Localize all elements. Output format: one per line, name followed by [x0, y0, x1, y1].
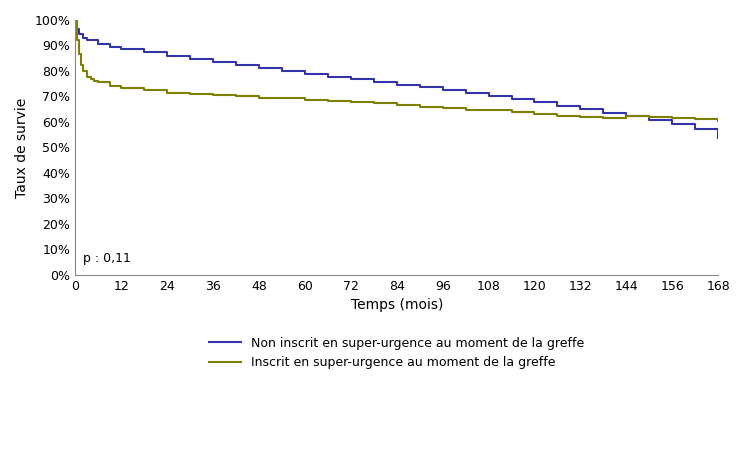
Line: Inscrit en super-urgence au moment de la greffe: Inscrit en super-urgence au moment de la…: [75, 20, 718, 121]
Non inscrit en super-urgence au moment de la greffe: [117, 46, 126, 51]
Inscrit en super-urgence au moment de la greffe: [553, 113, 562, 118]
Non inscrit en super-urgence au moment de la greffe: [415, 84, 424, 90]
Inscrit en super-urgence au moment de la greffe: [714, 118, 723, 123]
Inscrit en super-urgence au moment de la greffe: [622, 114, 631, 119]
Non inscrit en super-urgence au moment de la greffe: [140, 49, 149, 55]
Inscrit en super-urgence au moment de la greffe: [484, 108, 493, 113]
Non inscrit en super-urgence au moment de la greffe: [209, 59, 218, 65]
X-axis label: Temps (mois): Temps (mois): [350, 298, 443, 312]
Non inscrit en super-urgence au moment de la greffe: [668, 121, 676, 127]
Inscrit en super-urgence au moment de la greffe: [255, 95, 264, 101]
Non inscrit en super-urgence au moment de la greffe: [392, 82, 401, 88]
Inscrit en super-urgence au moment de la greffe: [599, 116, 608, 121]
Text: p : 0,11: p : 0,11: [83, 252, 131, 265]
Y-axis label: Taux de survie: Taux de survie: [15, 97, 29, 198]
Non inscrit en super-urgence au moment de la greffe: [232, 62, 241, 68]
Inscrit en super-urgence au moment de la greffe: [392, 102, 401, 107]
Non inscrit en super-urgence au moment de la greffe: [644, 117, 653, 123]
Non inscrit en super-urgence au moment de la greffe: [691, 126, 700, 132]
Inscrit en super-urgence au moment de la greffe: [668, 116, 676, 121]
Inscrit en super-urgence au moment de la greffe: [415, 104, 424, 110]
Inscrit en super-urgence au moment de la greffe: [78, 68, 87, 74]
Non inscrit en super-urgence au moment de la greffe: [507, 96, 516, 102]
Inscrit en super-urgence au moment de la greffe: [140, 88, 149, 93]
Non inscrit en super-urgence au moment de la greffe: [71, 17, 80, 23]
Non inscrit en super-urgence au moment de la greffe: [82, 38, 91, 43]
Inscrit en super-urgence au moment de la greffe: [507, 110, 516, 115]
Inscrit en super-urgence au moment de la greffe: [186, 91, 194, 96]
Inscrit en super-urgence au moment de la greffe: [530, 111, 539, 117]
Line: Non inscrit en super-urgence au moment de la greffe: Non inscrit en super-urgence au moment d…: [75, 20, 718, 138]
Inscrit en super-urgence au moment de la greffe: [73, 38, 82, 43]
Non inscrit en super-urgence au moment de la greffe: [94, 41, 103, 47]
Non inscrit en super-urgence au moment de la greffe: [530, 99, 539, 105]
Inscrit en super-urgence au moment de la greffe: [86, 76, 95, 82]
Inscrit en super-urgence au moment de la greffe: [300, 97, 309, 103]
Inscrit en super-urgence au moment de la greffe: [644, 115, 653, 120]
Non inscrit en super-urgence au moment de la greffe: [714, 136, 723, 141]
Non inscrit en super-urgence au moment de la greffe: [105, 44, 114, 49]
Legend: Non inscrit en super-urgence au moment de la greffe, Inscrit en super-urgence au: Non inscrit en super-urgence au moment d…: [204, 332, 589, 374]
Non inscrit en super-urgence au moment de la greffe: [186, 56, 194, 62]
Non inscrit en super-urgence au moment de la greffe: [73, 26, 82, 32]
Inscrit en super-urgence au moment de la greffe: [277, 96, 286, 101]
Non inscrit en super-urgence au moment de la greffe: [461, 90, 470, 96]
Inscrit en super-urgence au moment de la greffe: [323, 98, 332, 103]
Non inscrit en super-urgence au moment de la greffe: [346, 76, 355, 82]
Inscrit en super-urgence au moment de la greffe: [370, 101, 378, 106]
Inscrit en super-urgence au moment de la greffe: [90, 78, 99, 83]
Inscrit en super-urgence au moment de la greffe: [209, 92, 218, 98]
Non inscrit en super-urgence au moment de la greffe: [78, 35, 87, 41]
Non inscrit en super-urgence au moment de la greffe: [162, 53, 171, 58]
Inscrit en super-urgence au moment de la greffe: [576, 115, 585, 120]
Inscrit en super-urgence au moment de la greffe: [105, 83, 114, 89]
Inscrit en super-urgence au moment de la greffe: [117, 85, 126, 91]
Inscrit en super-urgence au moment de la greffe: [74, 52, 83, 57]
Non inscrit en super-urgence au moment de la greffe: [74, 31, 83, 37]
Inscrit en super-urgence au moment de la greffe: [461, 107, 470, 112]
Non inscrit en super-urgence au moment de la greffe: [484, 93, 493, 99]
Non inscrit en super-urgence au moment de la greffe: [255, 65, 264, 71]
Non inscrit en super-urgence au moment de la greffe: [300, 71, 309, 76]
Inscrit en super-urgence au moment de la greffe: [94, 79, 103, 85]
Inscrit en super-urgence au moment de la greffe: [691, 116, 700, 122]
Non inscrit en super-urgence au moment de la greffe: [622, 114, 631, 119]
Non inscrit en super-urgence au moment de la greffe: [553, 103, 562, 109]
Inscrit en super-urgence au moment de la greffe: [71, 17, 80, 23]
Inscrit en super-urgence au moment de la greffe: [77, 62, 86, 68]
Non inscrit en super-urgence au moment de la greffe: [599, 110, 608, 116]
Non inscrit en super-urgence au moment de la greffe: [438, 88, 447, 93]
Inscrit en super-urgence au moment de la greffe: [438, 105, 447, 111]
Inscrit en super-urgence au moment de la greffe: [346, 99, 355, 104]
Non inscrit en super-urgence au moment de la greffe: [323, 74, 332, 79]
Inscrit en super-urgence au moment de la greffe: [232, 94, 241, 99]
Inscrit en super-urgence au moment de la greffe: [82, 74, 91, 79]
Inscrit en super-urgence au moment de la greffe: [162, 90, 171, 96]
Non inscrit en super-urgence au moment de la greffe: [370, 79, 378, 85]
Non inscrit en super-urgence au moment de la greffe: [576, 107, 585, 112]
Non inscrit en super-urgence au moment de la greffe: [277, 68, 286, 74]
